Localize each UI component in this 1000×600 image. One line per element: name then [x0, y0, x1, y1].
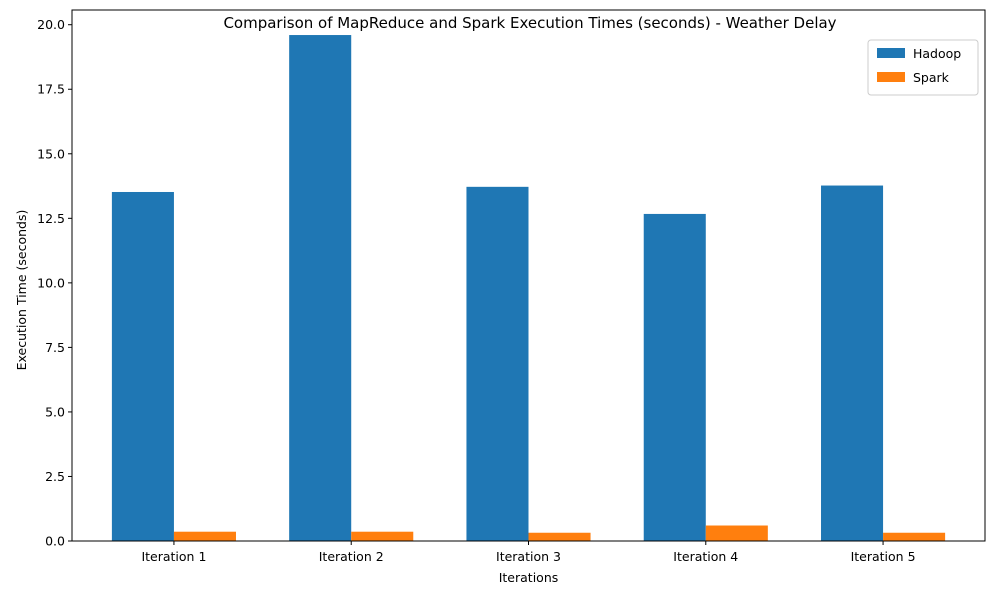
- bar-spark-1: [173, 531, 236, 541]
- bar-hadoop-4: [643, 213, 706, 541]
- y-tick-label: 12.5: [37, 211, 65, 226]
- y-tick-label: 0.0: [45, 534, 65, 549]
- legend-label-hadoop: Hadoop: [913, 46, 961, 61]
- plot-area-frame: [71, 9, 986, 542]
- x-axis-label: Iterations: [499, 570, 559, 585]
- chart-title: Comparison of MapReduce and Spark Execut…: [223, 14, 836, 32]
- bar-hadoop-5: [821, 185, 884, 542]
- bar-hadoop-3: [466, 186, 529, 541]
- y-tick-label: 5.0: [45, 404, 65, 419]
- bar-spark-5: [883, 532, 946, 541]
- y-axis-label: Execution Time (seconds): [14, 210, 29, 371]
- x-tick-label: Iteration 3: [496, 549, 561, 564]
- bars-layer: [111, 35, 946, 542]
- y-tick-label: 2.5: [45, 469, 65, 484]
- y-tick-label: 17.5: [37, 82, 65, 97]
- bar-spark-4: [705, 525, 768, 541]
- x-tick-label: Iteration 2: [319, 549, 384, 564]
- legend-swatch-spark: [877, 72, 905, 82]
- x-tick-label: Iteration 4: [673, 549, 738, 564]
- legend-label-spark: Spark: [913, 70, 950, 85]
- bar-spark-2: [351, 531, 414, 541]
- legend: Hadoop Spark: [867, 39, 979, 96]
- x-tick-label: Iteration 1: [141, 549, 206, 564]
- x-axis: Iteration 1 Iteration 2 Iteration 3 Iterati…: [141, 541, 916, 564]
- bar-hadoop-2: [289, 35, 352, 542]
- y-tick-label: 7.5: [45, 340, 65, 355]
- legend-swatch-hadoop: [877, 48, 905, 58]
- y-tick-label: 15.0: [37, 146, 65, 161]
- y-tick-label: 10.0: [37, 275, 65, 290]
- bar-spark-3: [528, 532, 591, 541]
- x-tick-label: Iteration 5: [851, 549, 916, 564]
- y-tick-label: 20.0: [37, 17, 65, 32]
- bar-hadoop-1: [111, 191, 174, 541]
- y-axis: 0.0 2.5 5.0 7.5 10.0 12.5 15.0 17.5 20.0: [37, 17, 72, 549]
